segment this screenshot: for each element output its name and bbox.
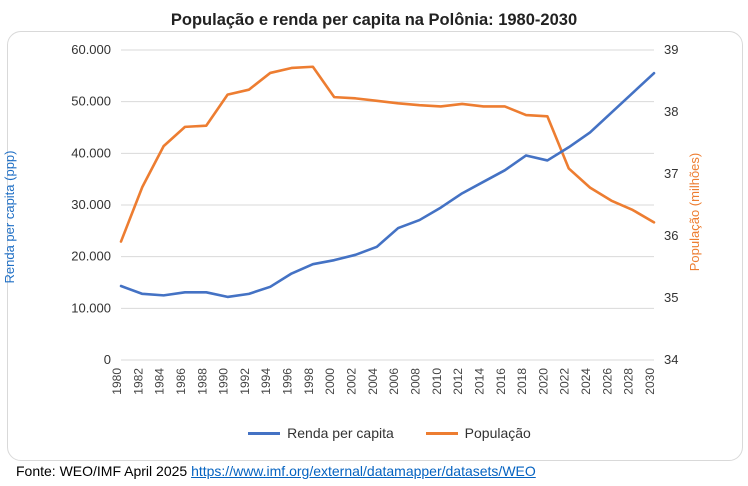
svg-text:2000: 2000 xyxy=(323,368,337,395)
svg-text:1980: 1980 xyxy=(110,368,124,395)
svg-text:2006: 2006 xyxy=(387,368,401,395)
svg-text:1984: 1984 xyxy=(153,368,167,395)
svg-text:2010: 2010 xyxy=(430,368,444,395)
svg-text:37: 37 xyxy=(664,166,678,181)
svg-text:1988: 1988 xyxy=(195,368,209,395)
svg-text:2026: 2026 xyxy=(600,368,614,395)
svg-text:2004: 2004 xyxy=(366,368,380,395)
svg-text:39: 39 xyxy=(664,42,678,57)
svg-text:10.000: 10.000 xyxy=(71,300,111,315)
svg-text:2018: 2018 xyxy=(515,368,529,395)
svg-text:2024: 2024 xyxy=(579,368,593,395)
svg-text:30.000: 30.000 xyxy=(71,197,111,212)
svg-text:50.000: 50.000 xyxy=(71,94,111,109)
svg-text:1986: 1986 xyxy=(174,368,188,395)
svg-text:34: 34 xyxy=(664,352,678,367)
svg-text:População (milhões): População (milhões) xyxy=(687,153,702,272)
svg-text:1990: 1990 xyxy=(217,368,231,395)
svg-text:2022: 2022 xyxy=(558,368,572,395)
svg-text:1994: 1994 xyxy=(259,368,273,395)
svg-text:Renda per capita (ppp): Renda per capita (ppp) xyxy=(2,151,17,284)
svg-text:2030: 2030 xyxy=(643,368,657,395)
svg-text:20.000: 20.000 xyxy=(71,249,111,264)
svg-text:2008: 2008 xyxy=(408,368,422,395)
svg-text:1992: 1992 xyxy=(238,368,252,395)
svg-text:2012: 2012 xyxy=(451,368,465,395)
svg-text:2014: 2014 xyxy=(472,368,486,395)
svg-text:36: 36 xyxy=(664,228,678,243)
svg-text:2016: 2016 xyxy=(494,368,508,395)
svg-text:2002: 2002 xyxy=(345,368,359,395)
svg-text:40.000: 40.000 xyxy=(71,145,111,160)
svg-text:2020: 2020 xyxy=(536,368,550,395)
svg-text:0: 0 xyxy=(104,352,111,367)
svg-text:35: 35 xyxy=(664,290,678,305)
svg-text:38: 38 xyxy=(664,104,678,119)
svg-text:60.000: 60.000 xyxy=(71,42,111,57)
svg-text:1982: 1982 xyxy=(131,368,145,395)
svg-text:2028: 2028 xyxy=(622,368,636,395)
svg-text:1998: 1998 xyxy=(302,368,316,395)
svg-text:1996: 1996 xyxy=(281,368,295,395)
